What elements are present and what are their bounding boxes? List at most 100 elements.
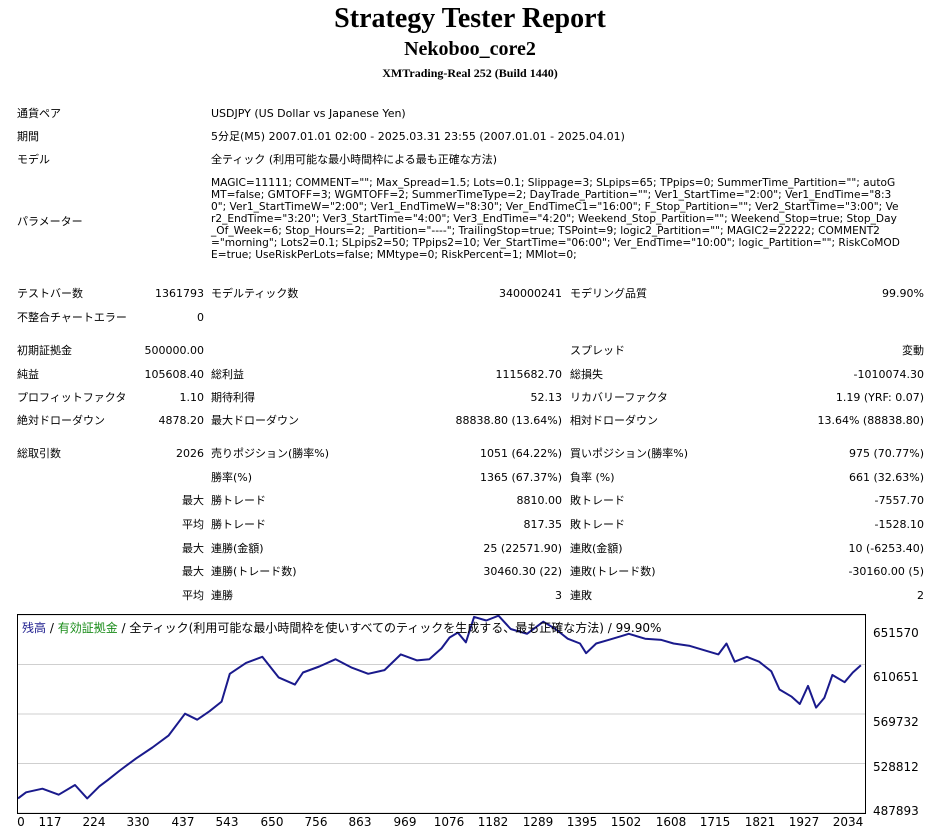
max-win-value: 8810.00 [516,494,563,507]
ticks-value: 340000241 [499,287,562,300]
max-dd-label: 最大ドローダウン [211,414,299,427]
bars-label: テストバー数 [17,287,83,300]
avg-loss-value: -1528.10 [874,518,924,531]
y-tick-label: 569732 [873,715,919,729]
gross-profit-label: 総利益 [211,368,244,381]
short-value: 1051 (64.22%) [479,447,562,460]
bars-value: 1361793 [155,287,204,300]
pf-value: 1.10 [179,391,205,404]
expert-name: Nekoboo_core2 [404,38,536,60]
cons-win-cnt-value: 30460.30 (22) [483,565,562,578]
max-dd-value: 88838.80 (13.64%) [455,414,562,427]
cons-loss-cnt-value: -30160.00 (5) [848,565,924,578]
x-tick-label: 650 [260,815,284,829]
chart-legend: 残高 / 有効証拠金 / 全ティック(利用可能な最小時間枠を使いすべてのティック… [22,619,661,636]
report-title: Strategy Tester Report [334,3,606,34]
max-loss-label: 敗トレード [570,494,625,507]
net-label: 純益 [17,368,39,381]
expected-value: 52.13 [530,391,563,404]
cons-win-cnt-label: 連勝(トレード数) [211,565,297,578]
rel-dd-label: 相対ドローダウン [570,414,658,427]
trades-value: 2026 [176,447,204,460]
short-label: 売りポジション(勝率%) [211,447,330,460]
winrate-value: 1365 (67.37%) [479,471,562,484]
gross-loss-label: 総損失 [570,368,603,381]
legend-equity: 有効証拠金 [57,621,118,635]
max-label-1: 最大 [182,494,204,507]
avg-cons-loss-value: 2 [917,589,924,602]
x-tick-label: 1927 [788,815,820,829]
balance-chart: 残高 / 有効証拠金 / 全ティック(利用可能な最小時間枠を使いすべてのティック… [17,614,866,814]
params-label: パラメーター [17,215,83,228]
gross-profit-value: 1115682.70 [495,368,562,381]
x-tick-label: 1502 [610,815,642,829]
y-tick-label: 651570 [873,626,919,640]
model-label: モデル [17,153,50,166]
balance-line [18,615,862,800]
legend-balance: 残高 [22,621,47,635]
balance-chart-plot [18,615,865,813]
x-tick-label: 0 [17,815,25,829]
x-tick-label: 1608 [655,815,687,829]
max-label-2: 最大 [182,542,204,555]
long-value: 975 (70.77%) [848,447,924,460]
cons-loss-amt-label: 連敗(金額) [570,542,623,555]
abs-dd-value: 4878.20 [158,414,205,427]
x-tick-label: 2034 [832,815,864,829]
gross-loss-value: -1010074.30 [853,368,924,381]
x-tick-label: 437 [171,815,195,829]
recovery-value: 1.19 (YRF: 0.07) [835,391,924,404]
x-tick-label: 1715 [699,815,731,829]
avg-cons-loss-label: 連敗 [570,589,592,602]
cons-loss-amt-value: 10 (-6253.40) [848,542,924,555]
avg-loss-label: 敗トレード [570,518,625,531]
x-tick-label: 1182 [477,815,509,829]
model-value: 全ティック (利用可能な最小時間枠による最も正確な方法) [211,153,498,166]
trades-label: 総取引数 [17,447,61,460]
expected-label: 期待利得 [211,391,255,404]
x-tick-label: 224 [82,815,106,829]
avg-label-2: 平均 [182,589,204,602]
x-tick-label: 1395 [566,815,598,829]
x-tick-label: 1821 [744,815,776,829]
ticks-label: モデルティック数 [211,287,299,300]
x-tick-label: 1076 [433,815,465,829]
avg-label-1: 平均 [182,518,204,531]
deposit-label: 初期証拠金 [17,344,72,357]
max-win-label: 勝トレード [211,494,266,507]
avg-win-label: 勝トレード [211,518,266,531]
rel-dd-value: 13.64% (88838.80) [817,414,924,427]
x-tick-label: 543 [215,815,239,829]
y-tick-label: 487893 [873,804,919,818]
x-tick-label: 969 [393,815,417,829]
spread-value: 変動 [902,344,924,357]
abs-dd-label: 絶対ドローダウン [17,414,105,427]
mismatch-label: 不整合チャートエラー [17,311,127,324]
server-name: XMTrading-Real 252 (Build 1440) [382,66,558,80]
lossrate-label: 負率 (%) [570,471,615,484]
y-tick-label: 528812 [873,760,919,774]
long-label: 買いポジション(勝率%) [570,447,689,460]
params-value: MAGIC=11111; COMMENT=""; Max_Spread=1.5;… [211,177,900,261]
y-tick-label: 610651 [873,670,919,684]
deposit-value: 500000.00 [144,344,205,357]
recovery-label: リカバリーファクタ [570,391,668,404]
lossrate-value: 661 (32.63%) [848,471,924,484]
period-value: 5分足(M5) 2007.01.01 02:00 - 2025.03.31 23… [211,130,625,143]
x-tick-label: 863 [348,815,372,829]
cons-loss-cnt-label: 連敗(トレード数) [570,565,656,578]
quality-label: モデリング品質 [570,287,647,300]
x-tick-label: 756 [304,815,328,829]
x-tick-label: 330 [126,815,150,829]
legend-sep: / [46,621,58,635]
period-label: 期間 [17,130,39,143]
x-tick-label: 1289 [522,815,554,829]
net-value: 105608.40 [144,368,205,381]
avg-cons-win-label: 連勝 [211,589,233,602]
winrate-label: 勝率(%) [211,471,253,484]
pair-value: USDJPY (US Dollar vs Japanese Yen) [211,107,406,120]
max-label-3: 最大 [182,565,204,578]
x-tick-label: 117 [38,815,62,829]
avg-win-value: 817.35 [523,518,563,531]
spread-label: スプレッド [570,344,625,357]
